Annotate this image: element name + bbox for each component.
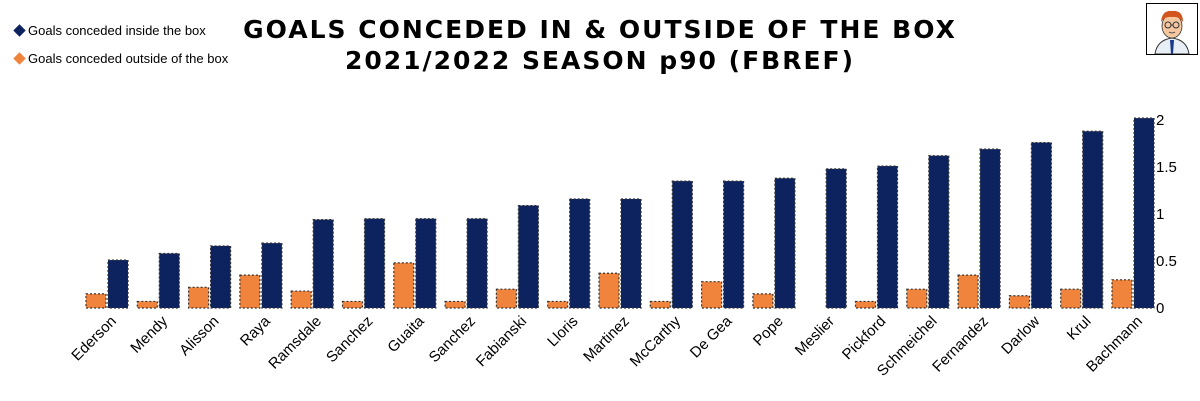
legend-label-outside: Goals conceded outside of the box (28, 50, 229, 66)
x-tick-label-9: Lloris (544, 313, 581, 350)
bar-inside-14 (825, 168, 847, 309)
bar-outside-15 (854, 300, 877, 309)
bar-outside-1 (136, 300, 158, 309)
y-tick-label-1: 0.5 (1156, 253, 1177, 270)
bar-inside-12 (722, 180, 745, 309)
bar-inside-3 (261, 242, 283, 309)
x-tick-label-17: Fernandez (929, 313, 992, 376)
bar-inside-10 (620, 198, 642, 309)
bar-outside-0 (85, 293, 107, 309)
x-tick-label-7: Sanchez (426, 313, 479, 366)
bar-inside-16 (928, 155, 950, 309)
x-tick-label-12: De Gea (687, 312, 736, 361)
bar-inside-20 (1133, 117, 1155, 309)
bar-outside-9 (547, 300, 569, 309)
bar-inside-1 (158, 252, 180, 309)
bar-outside-12 (700, 281, 723, 309)
bar-inside-2 (210, 245, 232, 309)
chart-subtitle: 2021/2022 SEASON p90 (FBREF) (344, 46, 856, 75)
bar-outside-13 (752, 293, 774, 309)
x-tick-label-8: Fabianski (473, 313, 530, 370)
bar-inside-15 (876, 165, 899, 309)
avatar-icon (1146, 3, 1198, 55)
bar-inside-7 (466, 218, 488, 309)
bar-inside-18 (1030, 141, 1053, 309)
bar-inside-5 (363, 218, 386, 309)
bar-outside-11 (649, 300, 671, 309)
legend-item-outside: Goals conceded outside of the box (13, 48, 229, 68)
legend-item-inside: Goals conceded inside the box (13, 20, 228, 40)
legend-label-inside: Goals conceded inside the box (28, 22, 206, 38)
x-tick-label-4: Ramsdale (265, 313, 325, 373)
x-tick-label-2: Alisson (176, 313, 222, 359)
bar-outside-18 (1008, 295, 1031, 309)
y-tick-label-4: 2 (1156, 112, 1164, 129)
y-tick-label-3: 1.5 (1156, 159, 1177, 176)
x-tick-label-18: Darlow (998, 313, 1043, 358)
legend: Goals conceded inside the box Goals conc… (13, 20, 229, 76)
bar-inside-17 (979, 148, 1001, 309)
bar-outside-10 (598, 272, 620, 309)
bar-outside-4 (290, 290, 312, 309)
bar-inside-4 (312, 219, 334, 309)
bar-outside-19 (1060, 288, 1082, 309)
x-tick-label-19: Krul (1064, 313, 1095, 344)
x-tick-label-1: Mendy (127, 312, 171, 356)
bar-outside-20 (1111, 279, 1133, 309)
bar-inside-6 (415, 218, 437, 309)
bar-inside-0 (107, 259, 129, 309)
bar-outside-5 (341, 300, 364, 309)
bar-inside-13 (774, 177, 796, 309)
bar-inside-19 (1082, 130, 1104, 309)
bar-outside-7 (444, 300, 466, 309)
bar-outside-16 (906, 288, 928, 309)
bar-inside-11 (671, 180, 693, 309)
bar-outside-2 (188, 286, 210, 309)
x-tick-label-14: Meslier (792, 313, 838, 359)
x-tick-label-6: Guaita (384, 312, 428, 356)
x-tick-label-20: Bachmann (1083, 313, 1146, 376)
x-tick-label-13: Pope (750, 313, 787, 350)
bar-outside-3 (239, 274, 261, 309)
x-tick-label-11: McCarthy (627, 312, 685, 370)
y-tick-label-2: 1 (1156, 206, 1164, 223)
x-tick-label-0: Ederson (68, 313, 120, 365)
y-tick-label-0: 0 (1156, 300, 1164, 317)
x-tick-label-3: Raya (237, 312, 274, 349)
x-tick-label-15: Pickford (839, 313, 889, 363)
chart-title: GOALS CONCEDED IN & OUTSIDE OF THE BOX (243, 15, 957, 44)
bar-outside-8 (495, 288, 517, 309)
bar-inside-9 (569, 198, 591, 309)
bar-outside-17 (957, 274, 979, 309)
x-tick-label-5: Sanchez (323, 313, 376, 366)
x-tick-label-10: Martinez (580, 313, 633, 366)
bar-outside-6 (393, 262, 415, 309)
bar-inside-8 (517, 204, 540, 309)
